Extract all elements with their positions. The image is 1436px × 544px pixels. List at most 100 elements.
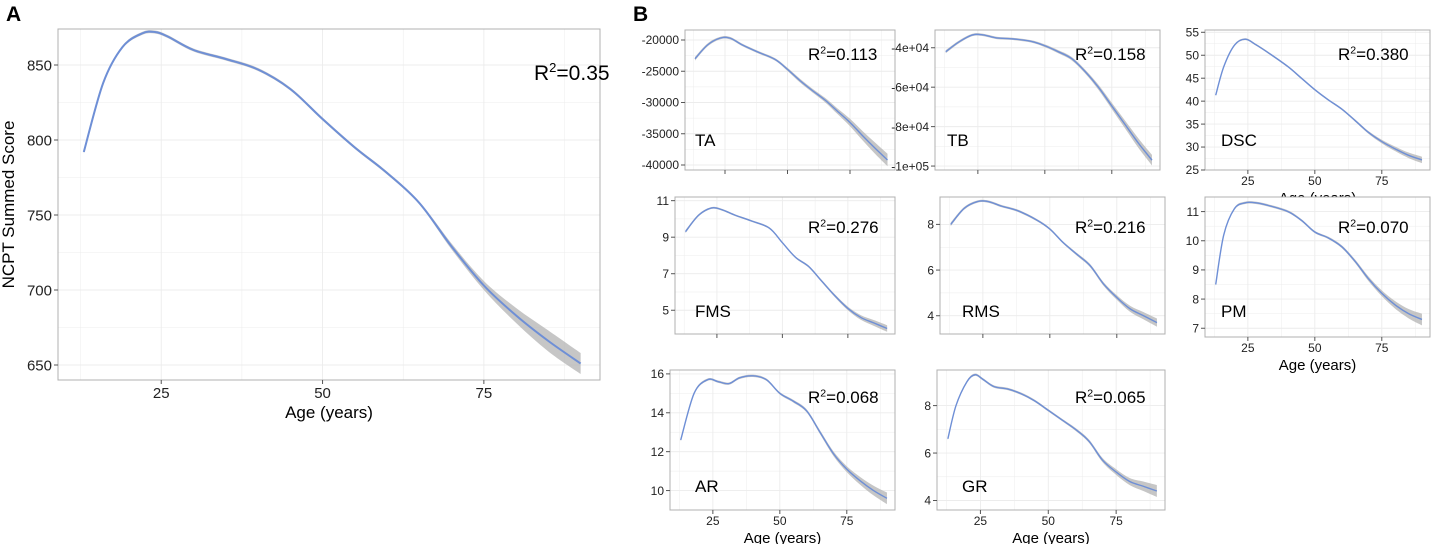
measure-label-tb: TB bbox=[947, 131, 969, 150]
x-tick-label: 50 bbox=[1308, 174, 1322, 188]
r2-value: =0.276 bbox=[826, 218, 878, 237]
y-tick-label: -35000 bbox=[642, 127, 680, 141]
r2-value: =0.35 bbox=[556, 62, 609, 85]
plot-background bbox=[685, 30, 895, 170]
chart-pm: 25 50 75 7 8 9 10 11 Age (years) R2=0.070 PM bbox=[1186, 196, 1431, 374]
y-tick-label: -6e+04 bbox=[891, 80, 929, 94]
y-axis-title: NCPT Summed Score bbox=[0, 121, 18, 289]
x-axis-title: Age (years) bbox=[1279, 357, 1357, 374]
grid bbox=[937, 370, 1165, 510]
measure-label-ta: TA bbox=[695, 131, 716, 150]
chart-dsc: 25507525303540455055Age (years)R2=0.380D… bbox=[1186, 25, 1431, 207]
grid bbox=[675, 197, 895, 334]
r2-annotation: R2=0.216 bbox=[1075, 218, 1146, 237]
plot-background bbox=[58, 29, 600, 380]
y-tick-label: 750 bbox=[27, 207, 52, 224]
y-tick-label: 55 bbox=[1186, 25, 1200, 39]
y-tick-label: -20000 bbox=[642, 33, 680, 47]
x-tick-label: 75 bbox=[476, 385, 493, 402]
measure-label-rms: RMS bbox=[962, 302, 1000, 321]
y-tick-label: 9 bbox=[1192, 263, 1199, 277]
r2-value: =0.070 bbox=[1356, 218, 1408, 237]
series-line-ta bbox=[694, 36, 888, 161]
r2-value: =0.158 bbox=[1093, 45, 1145, 64]
y-tick-label: -25000 bbox=[642, 64, 680, 78]
x-axis-title: Age (years) bbox=[285, 403, 373, 422]
y-tick-label: 4 bbox=[927, 309, 934, 323]
plot-frame bbox=[939, 196, 1166, 335]
x-tick-label: 50 bbox=[1308, 341, 1322, 355]
r2-annotation: R2=0.158 bbox=[1075, 45, 1146, 64]
r2-value: =0.113 bbox=[826, 45, 877, 64]
series-line-dsc bbox=[1215, 38, 1423, 161]
chart-ta: -40000 -35000 -30000 -25000 -20000 R2=0.113 TA bbox=[642, 29, 896, 174]
r2-value: =0.216 bbox=[1093, 218, 1145, 237]
ci-ribbon-rms bbox=[950, 199, 1157, 327]
y-tick-label: 16 bbox=[651, 367, 665, 381]
series-line-fms bbox=[684, 206, 888, 330]
y-tick-label: -30000 bbox=[642, 96, 680, 110]
plot-frame bbox=[934, 29, 1161, 171]
y-tick-label: 14 bbox=[651, 406, 665, 420]
plot-frame bbox=[1204, 196, 1431, 338]
ci-ribbon-dsc bbox=[1215, 38, 1422, 164]
measure-label-dsc: DSC bbox=[1221, 131, 1257, 150]
r2-symbol: R bbox=[808, 45, 820, 64]
y-tick-label: 12 bbox=[651, 445, 665, 459]
y-tick-label: 10 bbox=[1186, 234, 1200, 248]
r2-symbol: R bbox=[808, 388, 820, 407]
plot-background bbox=[940, 197, 1165, 334]
r2-symbol: R bbox=[1338, 45, 1350, 64]
r2-value: =0.065 bbox=[1093, 388, 1145, 407]
r2-symbol: R bbox=[1338, 218, 1350, 237]
y-tick-label: 25 bbox=[1186, 163, 1200, 177]
y-tick-label: 30 bbox=[1186, 140, 1200, 154]
r2-superscript: 2 bbox=[820, 218, 826, 230]
r2-superscript: 2 bbox=[1350, 45, 1356, 57]
y-tick-label: 11 bbox=[1187, 205, 1200, 219]
plot-background bbox=[935, 30, 1160, 170]
y-tick-label: -8e+04 bbox=[891, 120, 929, 134]
y-tick-label: 6 bbox=[927, 263, 934, 277]
y-tick-label: 9 bbox=[662, 230, 669, 244]
y-tick-label: 35 bbox=[1186, 117, 1200, 131]
plot-frame bbox=[684, 29, 896, 171]
x-tick-label: 75 bbox=[1375, 341, 1389, 355]
plot-frame bbox=[936, 369, 1166, 511]
y-tick-label: 7 bbox=[1192, 321, 1199, 335]
series-line-a bbox=[82, 30, 582, 365]
y-tick-label: 650 bbox=[27, 357, 52, 374]
measure-label-fms: FMS bbox=[695, 302, 731, 321]
x-tick-label: 25 bbox=[1241, 174, 1255, 188]
grid bbox=[670, 370, 895, 510]
y-tick-label: 7 bbox=[662, 267, 669, 281]
r2-superscript: 2 bbox=[820, 388, 826, 400]
y-tick-label: -1e+05 bbox=[891, 159, 929, 173]
grid bbox=[1205, 197, 1430, 337]
r2-symbol: R bbox=[1075, 388, 1087, 407]
chart-gr: 25 50 75 4 6 8 Age (years) R2=0.065 GR bbox=[924, 369, 1166, 544]
series-line-pm bbox=[1215, 201, 1423, 321]
r2-superscript: 2 bbox=[1350, 218, 1356, 230]
r2-superscript: 2 bbox=[1087, 218, 1093, 230]
y-tick-label: 8 bbox=[927, 218, 934, 232]
chart-ar: 25 50 75 10 12 14 16 Age (years) R2=0.068 AR bbox=[651, 367, 896, 544]
r2-value: =0.380 bbox=[1356, 45, 1408, 64]
r2-symbol: R bbox=[808, 218, 820, 237]
r2-annotation: R2=0.068 bbox=[808, 388, 879, 407]
y-tick-label: 4 bbox=[924, 494, 931, 508]
plot-frame bbox=[669, 369, 896, 511]
y-tick-label: -40000 bbox=[642, 158, 680, 172]
plot-background bbox=[937, 370, 1165, 510]
r2-annotation: R2=0.35 bbox=[534, 60, 610, 85]
series-line-gr bbox=[947, 374, 1158, 492]
y-tick-label: 850 bbox=[27, 57, 52, 74]
y-tick-label: 800 bbox=[27, 132, 52, 149]
r2-annotation: R2=0.276 bbox=[808, 218, 879, 237]
y-tick-label: 50 bbox=[1186, 48, 1200, 62]
chart-rms: 4 6 8 R2=0.216 RMS bbox=[927, 196, 1166, 338]
x-tick-label: 50 bbox=[314, 385, 331, 402]
y-tick-label: 6 bbox=[924, 446, 931, 460]
x-tick-label: 25 bbox=[1241, 341, 1255, 355]
